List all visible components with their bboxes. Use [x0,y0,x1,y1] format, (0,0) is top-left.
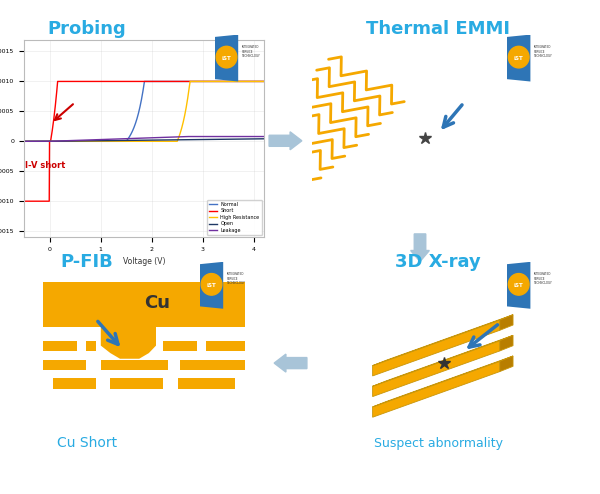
Text: Suspect abnormality: Suspect abnormality [373,437,503,450]
Text: 3D X-ray: 3D X-ray [395,253,481,271]
Polygon shape [86,341,96,351]
FancyArrow shape [269,132,302,150]
Polygon shape [507,262,530,309]
Polygon shape [373,320,500,376]
Polygon shape [53,378,96,389]
Polygon shape [101,327,156,359]
Text: Thermal EMMI: Thermal EMMI [366,20,510,38]
Polygon shape [500,335,513,351]
Polygon shape [206,341,245,351]
Polygon shape [373,361,500,417]
Text: iST: iST [206,283,217,288]
Polygon shape [110,378,163,389]
Polygon shape [163,341,197,351]
Text: INTEGRATED
SERVICE
TECHNOLOGY: INTEGRATED SERVICE TECHNOLOGY [534,272,553,286]
Polygon shape [373,315,513,366]
Text: INTEGRATED
SERVICE
TECHNOLOGY: INTEGRATED SERVICE TECHNOLOGY [534,45,553,58]
Polygon shape [178,378,235,389]
Polygon shape [373,335,513,386]
Circle shape [508,274,529,295]
Text: P-FIB: P-FIB [61,253,113,271]
Legend: Normal, Short, High Resistance, Open, Leakage: Normal, Short, High Resistance, Open, Le… [208,200,262,235]
Text: Cu Short: Cu Short [57,436,117,450]
Text: INTEGRATED
SERVICE
TECHNOLOGY: INTEGRATED SERVICE TECHNOLOGY [227,272,245,286]
Text: iST: iST [514,283,524,288]
Polygon shape [43,282,245,327]
Polygon shape [43,341,77,351]
Text: Cu: Cu [144,294,170,312]
Circle shape [216,46,237,68]
Polygon shape [373,340,500,397]
FancyArrow shape [410,234,430,262]
Polygon shape [43,360,86,370]
Text: I-V short: I-V short [25,161,65,170]
Polygon shape [500,356,513,371]
Text: INTEGRATED
SERVICE
TECHNOLOGY: INTEGRATED SERVICE TECHNOLOGY [242,45,260,58]
Polygon shape [373,356,513,407]
Text: iST: iST [514,55,524,61]
Polygon shape [500,315,513,330]
Polygon shape [101,360,168,370]
X-axis label: Voltage (V): Voltage (V) [123,257,165,266]
Polygon shape [215,35,238,82]
Circle shape [201,274,222,295]
Circle shape [508,46,529,68]
FancyArrow shape [274,354,307,372]
Text: Probing: Probing [47,20,127,38]
Text: iST: iST [221,55,232,61]
Polygon shape [507,35,530,82]
Polygon shape [200,262,223,309]
Polygon shape [180,360,245,370]
